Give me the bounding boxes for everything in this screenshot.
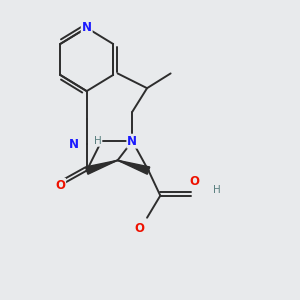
Polygon shape xyxy=(118,160,150,174)
Text: O: O xyxy=(134,222,144,235)
Text: O: O xyxy=(189,175,199,188)
Polygon shape xyxy=(85,160,118,174)
Text: H: H xyxy=(213,185,221,195)
Text: H: H xyxy=(94,136,102,146)
Text: N: N xyxy=(69,138,79,151)
Text: N: N xyxy=(127,135,137,148)
Text: O: O xyxy=(55,179,65,192)
Text: N: N xyxy=(82,21,92,34)
